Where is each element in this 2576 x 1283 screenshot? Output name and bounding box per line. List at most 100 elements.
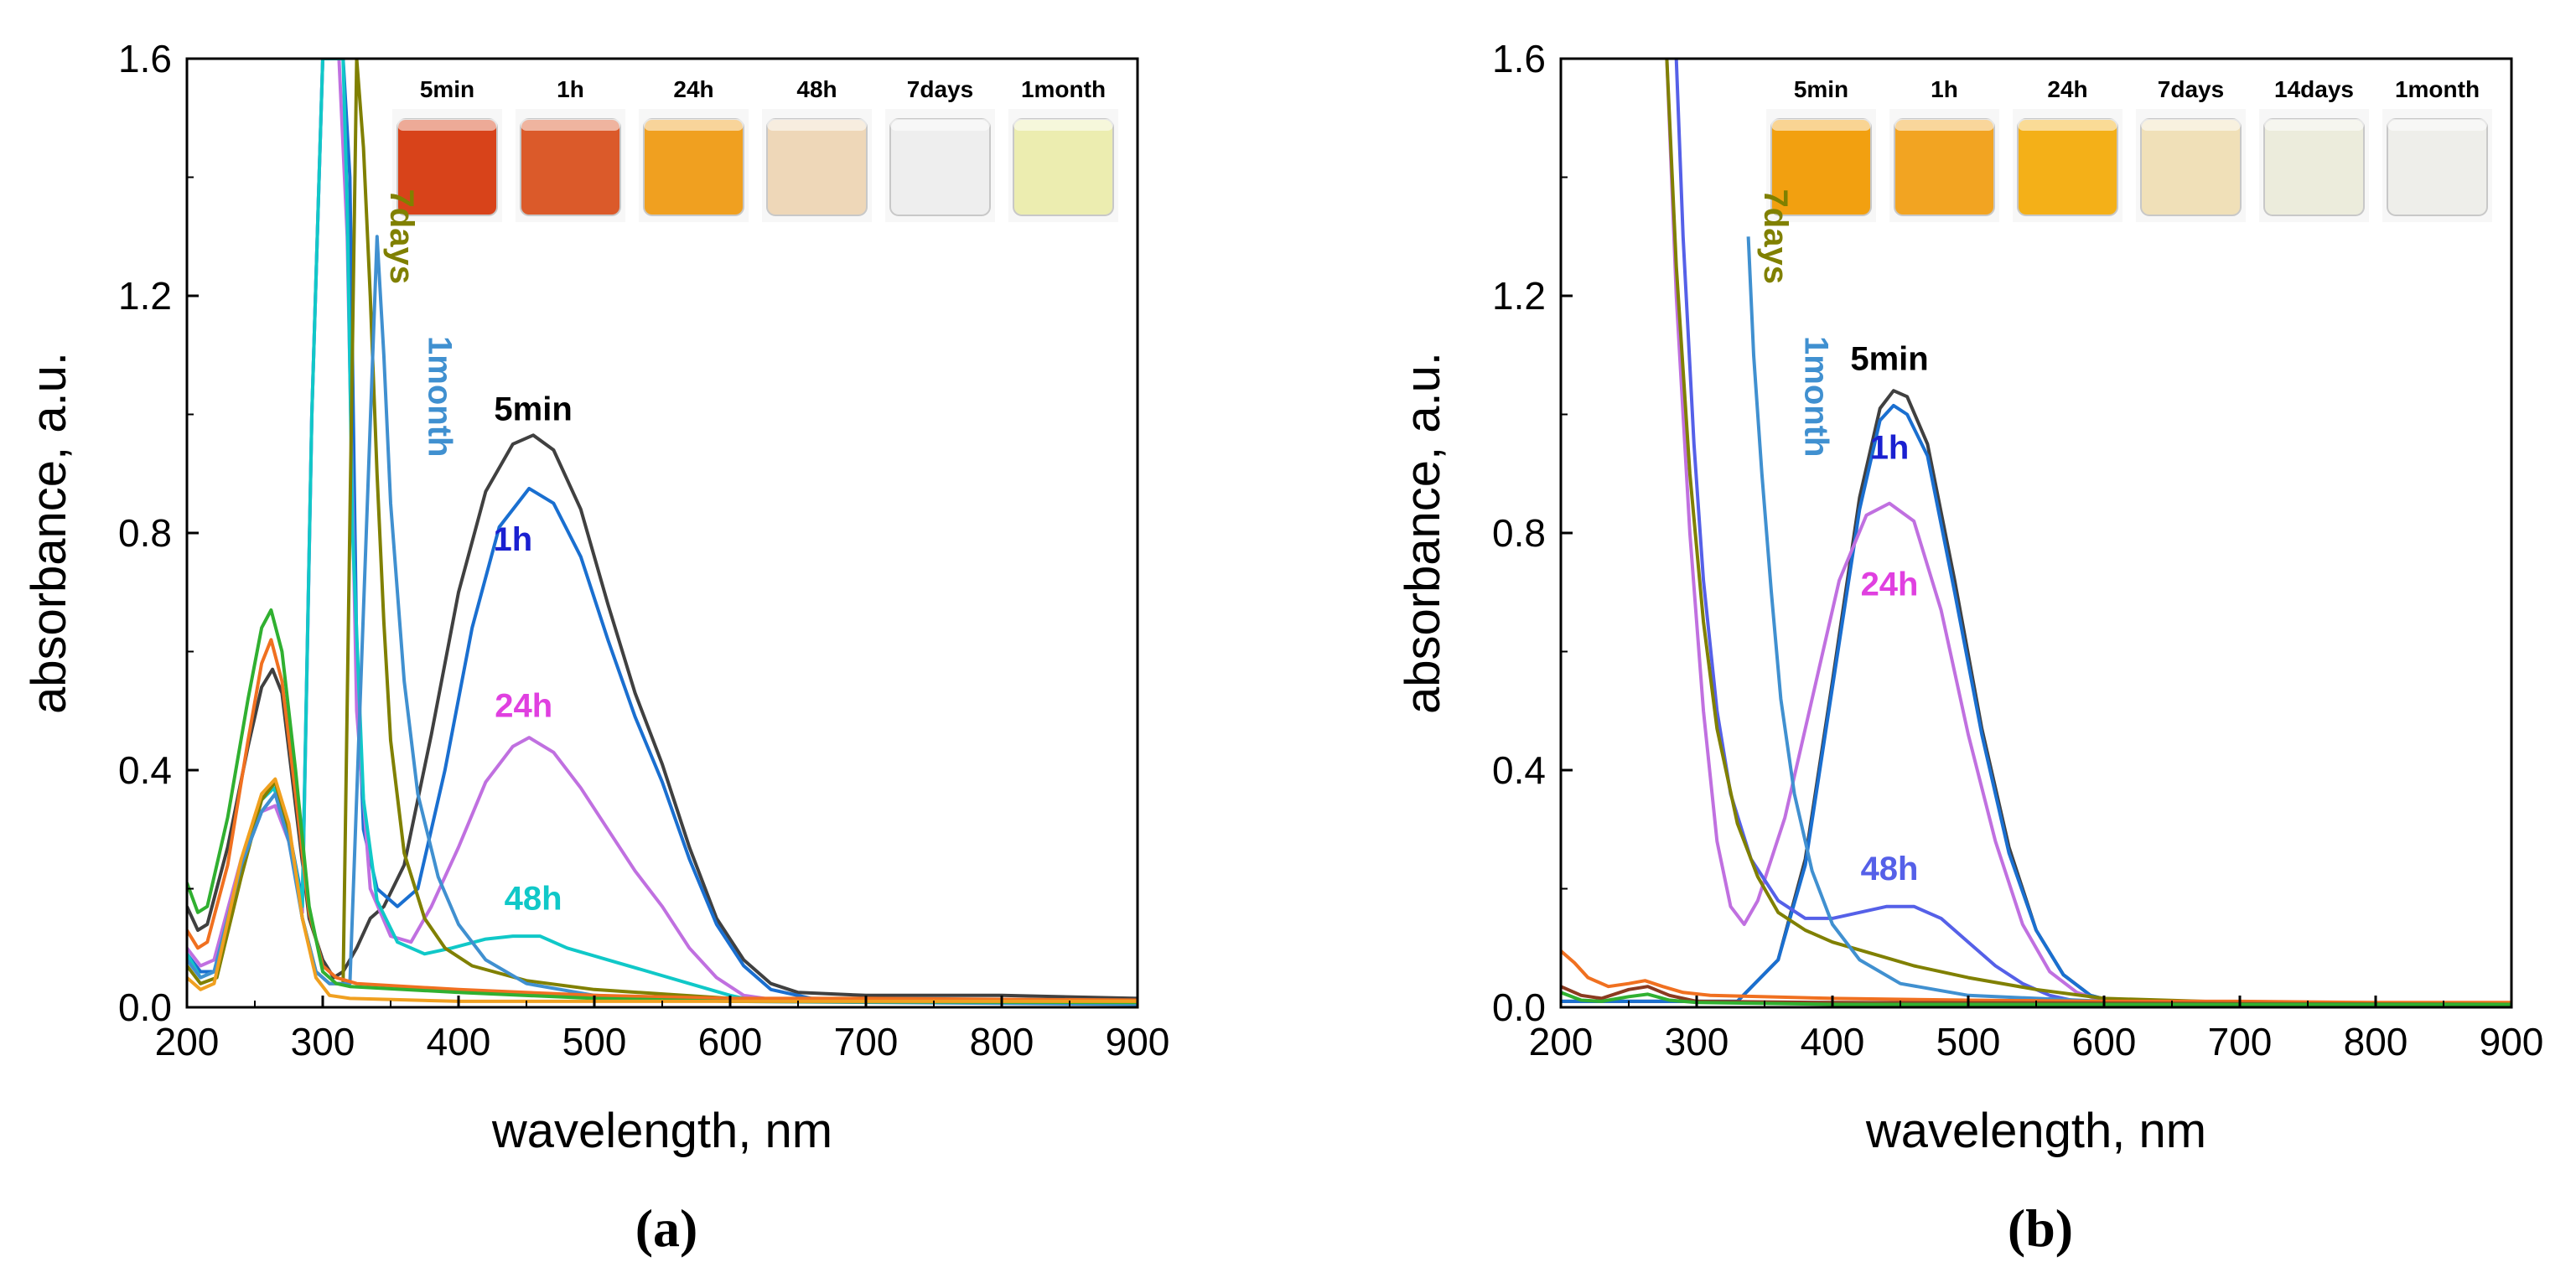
vial-photo-4: 7days bbox=[885, 76, 995, 222]
x-tick-label: 600 bbox=[698, 1020, 763, 1063]
vial-photo-1: 1h bbox=[1889, 76, 1999, 222]
vial-liquid bbox=[889, 118, 991, 216]
vial-label: 1h bbox=[557, 76, 584, 102]
series-line-green bbox=[1561, 991, 2511, 1006]
vial-label: 5min bbox=[420, 76, 474, 102]
curve-annotation: 5min bbox=[494, 391, 572, 428]
vial-liquid bbox=[1013, 118, 1114, 216]
vial-rim bbox=[1771, 119, 1871, 131]
vial-rim bbox=[1013, 119, 1113, 131]
series-line-orange bbox=[187, 638, 1138, 1002]
vial-liquid bbox=[2263, 118, 2365, 216]
vial-rim bbox=[521, 119, 620, 131]
x-tick-label: 200 bbox=[1529, 1020, 1594, 1063]
vial-label: 1h bbox=[1931, 76, 1958, 102]
vial-photo-5: 1month bbox=[1008, 76, 1118, 222]
vial-label: 24h bbox=[2047, 76, 2087, 102]
x-tick-label: 800 bbox=[970, 1020, 1034, 1063]
vial-photo-3: 7days bbox=[2136, 76, 2246, 222]
y-tick-label: 0.0 bbox=[1492, 986, 1546, 1029]
x-tick-label: 800 bbox=[2344, 1020, 2408, 1063]
vial-liquid bbox=[766, 118, 868, 216]
x-tick-label: 700 bbox=[834, 1020, 899, 1063]
curve-annotation: 1h bbox=[1870, 430, 1910, 467]
x-tick-label: 300 bbox=[291, 1020, 355, 1063]
x-axis-label: wavelength, nm bbox=[1865, 1104, 2206, 1158]
vial-rim bbox=[2141, 119, 2241, 131]
vial-rim bbox=[644, 119, 744, 131]
y-tick-label: 1.6 bbox=[1492, 37, 1546, 80]
vial-liquid bbox=[2017, 118, 2118, 216]
panel-label: (a) bbox=[635, 1198, 698, 1258]
x-tick-label: 700 bbox=[2208, 1020, 2273, 1063]
y-tick-label: 0.8 bbox=[1492, 511, 1546, 555]
series-line-1h bbox=[1561, 403, 2511, 1006]
curve-annotation: 24h bbox=[1861, 566, 1919, 603]
vial-photo-0: 5min bbox=[1766, 76, 1876, 222]
vial-photo-1: 1h bbox=[516, 76, 625, 222]
x-tick-label: 300 bbox=[1665, 1020, 1729, 1063]
y-axis-label: absorbance, a.u. bbox=[22, 352, 76, 714]
vial-photo-4: 14days bbox=[2259, 76, 2369, 222]
vial-photo-2: 24h bbox=[639, 76, 749, 222]
curve-annotation: 1month bbox=[1798, 336, 1835, 457]
y-tick-label: 0.4 bbox=[1492, 748, 1546, 792]
vial-rim bbox=[1894, 119, 1994, 131]
vial-label: 24h bbox=[673, 76, 713, 102]
vial-label: 7days bbox=[907, 76, 973, 102]
x-tick-label: 400 bbox=[1801, 1020, 1865, 1063]
x-tick-label: 500 bbox=[1936, 1020, 2001, 1063]
series-line-yellow bbox=[187, 777, 1138, 1003]
chart-panel-a: 5min 1h 24h 48h 7days 1month 200 300 400 500 600 70… bbox=[22, 37, 1169, 1258]
x-tick-label: 900 bbox=[1106, 1020, 1170, 1063]
series-line-7days bbox=[1665, 59, 2511, 1006]
y-tick-label: 1.6 bbox=[118, 37, 172, 80]
vial-rim bbox=[2264, 119, 2364, 131]
vial-liquid bbox=[1894, 118, 1995, 216]
x-tick-label: 600 bbox=[2072, 1020, 2137, 1063]
x-axis-label: wavelength, nm bbox=[491, 1104, 832, 1158]
y-axis-label: absorbance, a.u. bbox=[1396, 352, 1450, 714]
vial-liquid bbox=[643, 118, 744, 216]
vial-rim bbox=[2387, 119, 2487, 131]
vial-label: 1month bbox=[1021, 76, 1106, 102]
series-line-1month bbox=[187, 235, 1138, 1006]
vial-photo-0: 5min bbox=[392, 76, 502, 222]
x-tick-label: 500 bbox=[562, 1020, 627, 1063]
x-tick-label: 200 bbox=[155, 1020, 220, 1063]
vial-label: 1month bbox=[2395, 76, 2480, 102]
curve-annotation: 1month bbox=[421, 336, 458, 457]
curve-annotation: 48h bbox=[505, 880, 562, 917]
series-line-24h bbox=[1665, 59, 2511, 1007]
series-line-orange bbox=[1561, 949, 2511, 1005]
series-group bbox=[1561, 59, 2511, 1007]
chart-panel-b: 5min 1h 24h 7days 14days 1month 200 300 400 500 60… bbox=[1396, 37, 2543, 1258]
vial-rim bbox=[767, 119, 867, 131]
vial-photo-5: 1month bbox=[2382, 76, 2492, 222]
curve-annotation: 7days bbox=[383, 189, 420, 284]
vial-liquid bbox=[520, 118, 621, 216]
panel-label: (b) bbox=[2008, 1198, 2073, 1258]
curve-annotation: 24h bbox=[495, 687, 552, 724]
curve-annotation: 5min bbox=[1850, 340, 1928, 377]
vial-label: 5min bbox=[1794, 76, 1848, 102]
series-line-1month bbox=[1746, 236, 2511, 1006]
vial-photo-3: 48h bbox=[762, 76, 872, 222]
vial-liquid bbox=[2140, 118, 2242, 216]
vial-label: 48h bbox=[796, 76, 837, 102]
series-line-24h bbox=[187, 59, 1138, 1003]
x-tick-label: 400 bbox=[427, 1020, 491, 1063]
vial-label: 14days bbox=[2274, 76, 2354, 102]
y-tick-label: 0.4 bbox=[118, 748, 172, 792]
curve-annotation: 7days bbox=[1757, 189, 1794, 284]
y-tick-label: 0.0 bbox=[118, 986, 172, 1029]
vial-liquid bbox=[2387, 118, 2488, 216]
vial-rim bbox=[2018, 119, 2117, 131]
x-tick-label: 900 bbox=[2480, 1020, 2544, 1063]
curve-annotation: 48h bbox=[1861, 851, 1919, 887]
curve-annotation: 1h bbox=[493, 521, 532, 558]
vial-rim bbox=[397, 119, 497, 131]
vial-photo-2: 24h bbox=[2013, 76, 2122, 222]
series-line-5min bbox=[187, 433, 1138, 1001]
